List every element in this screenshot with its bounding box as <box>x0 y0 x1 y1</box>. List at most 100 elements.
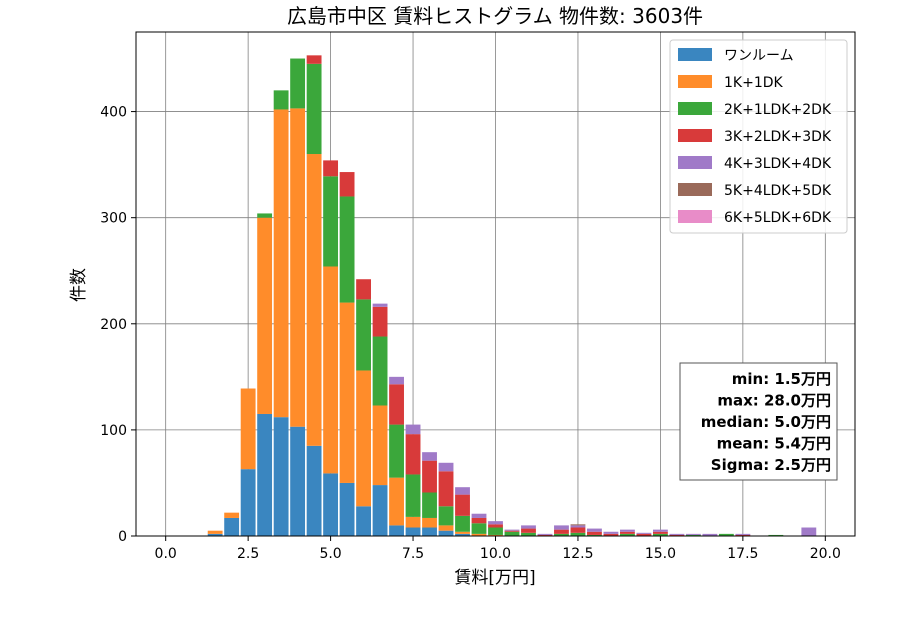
histogram-bar <box>207 533 223 536</box>
legend-entry-label: 3K+2LDK+3DK <box>724 129 832 145</box>
histogram-bar <box>273 417 289 536</box>
stats-box: min: 1.5万円 max: 28.0万円 median: 5.0万円 mean: … <box>679 362 838 481</box>
histogram-bar <box>652 533 668 536</box>
histogram-bar <box>537 533 553 535</box>
histogram-bar <box>521 532 536 536</box>
histogram-bar <box>405 434 421 475</box>
histogram-bar <box>570 532 586 536</box>
histogram-bar <box>339 196 355 303</box>
histogram-bar <box>455 533 470 536</box>
histogram-bar <box>323 160 339 177</box>
legend-box <box>669 39 848 234</box>
histogram-bar <box>702 533 718 536</box>
histogram-bar <box>488 524 503 528</box>
x-tick-label: 15.0 <box>645 546 676 562</box>
histogram-bar <box>488 521 503 525</box>
histogram-bar <box>554 525 569 530</box>
stats-line: min: 1.5万円 <box>732 370 831 388</box>
histogram-bar <box>372 336 388 406</box>
histogram-bar <box>389 477 404 526</box>
histogram-bar <box>405 516 421 528</box>
histogram-bar <box>570 524 586 526</box>
histogram-bar <box>339 482 355 536</box>
x-axis-label: 賃料[万円] <box>454 568 535 588</box>
histogram-bar <box>389 384 404 425</box>
histogram-bar <box>455 494 470 516</box>
x-tick-label: 2.5 <box>237 546 259 562</box>
histogram-bar <box>405 527 421 536</box>
histogram-bar <box>306 445 322 536</box>
histogram-bar <box>273 90 289 110</box>
histogram-bar <box>652 529 668 532</box>
stats-line: max: 28.0万円 <box>717 392 831 410</box>
histogram-bar <box>554 529 569 534</box>
histogram-bar <box>620 531 635 534</box>
histogram-bar <box>405 474 421 517</box>
histogram-bar <box>224 517 240 536</box>
histogram-bar <box>685 533 701 535</box>
histogram-bar <box>438 530 454 536</box>
y-tick-label: 300 <box>100 211 127 227</box>
histogram-bar <box>801 527 817 536</box>
histogram-bar <box>422 517 437 528</box>
histogram-bar <box>455 531 470 534</box>
histogram-bar <box>323 266 339 474</box>
histogram-bar <box>207 530 223 534</box>
histogram-bar <box>438 471 454 507</box>
histogram-bar <box>521 528 536 533</box>
histogram-bar <box>273 109 289 418</box>
histogram-bar <box>306 63 322 155</box>
histogram-bar <box>240 469 256 536</box>
histogram-bar <box>587 534 602 536</box>
histogram-bar <box>422 460 437 493</box>
legend-swatch <box>678 156 712 169</box>
histogram-bar <box>389 376 404 385</box>
y-tick-label: 100 <box>100 423 127 439</box>
legend-swatch <box>678 210 712 223</box>
histogram-bar <box>323 176 339 267</box>
histogram-bar <box>422 527 437 536</box>
histogram-bar <box>323 473 339 536</box>
legend-swatch <box>678 183 712 196</box>
histogram-bar <box>240 388 256 470</box>
histogram-bars <box>207 55 817 536</box>
histogram-bar <box>339 172 355 197</box>
histogram-bar <box>620 529 635 532</box>
legend: ワンルーム 1K+1DK 2K+1LDK+2DK 3K+2LDK+3DK 4K+3LDK… <box>669 39 848 234</box>
histogram-bar <box>636 533 652 536</box>
legend-swatch <box>678 48 712 61</box>
x-tick-label: 7.5 <box>402 546 424 562</box>
legend-entry-label: 4K+3LDK+4DK <box>724 156 832 172</box>
histogram-bar <box>587 528 602 532</box>
histogram-bar <box>339 302 355 483</box>
x-tick-label: 20.0 <box>810 546 841 562</box>
histogram-bar <box>372 303 388 307</box>
x-tick-label: 5.0 <box>319 546 341 562</box>
histogram-bar <box>438 525 454 531</box>
stats-line: Sigma: 2.5万円 <box>711 456 831 474</box>
legend-entry-label: 2K+1LDK+2DK <box>724 102 832 118</box>
histogram-bar <box>372 306 388 337</box>
histogram-bar <box>257 217 273 414</box>
histogram-bar <box>422 452 437 461</box>
histogram-bar <box>422 492 437 518</box>
legend-swatch <box>678 102 712 115</box>
histogram-bar <box>356 506 371 536</box>
histogram-bar <box>537 534 553 536</box>
histogram-bar <box>471 523 487 534</box>
histogram-bar <box>290 108 306 427</box>
histogram-bar <box>669 533 685 535</box>
stats-frame <box>679 362 838 481</box>
histogram-bar <box>257 413 273 536</box>
histogram-bar <box>768 534 784 536</box>
histogram-bar <box>405 424 421 435</box>
legend-swatch <box>678 75 712 88</box>
histogram-bar <box>455 487 470 495</box>
chart-title: 広島市中区 賃料ヒストグラム 物件数: 3603件 <box>287 4 703 28</box>
histogram-bar <box>471 533 487 536</box>
histogram-bar <box>570 525 586 528</box>
histogram-bar <box>438 506 454 526</box>
histogram-bar <box>504 530 520 532</box>
x-tick-label: 17.5 <box>727 546 758 562</box>
histogram-bar <box>356 279 371 300</box>
